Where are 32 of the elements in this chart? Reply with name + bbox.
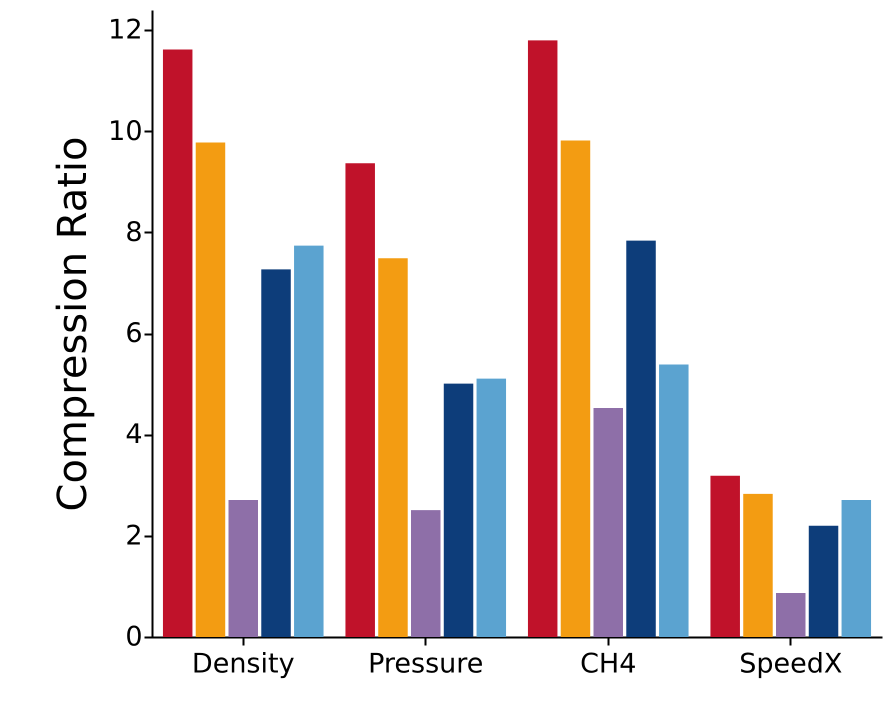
- bar: [560, 140, 590, 637]
- bar: [444, 384, 474, 637]
- x-tick-label: SpeedX: [739, 648, 842, 680]
- bar: [808, 526, 838, 637]
- y-tick-label: 4: [125, 419, 142, 450]
- y-tick-label: 8: [125, 216, 142, 248]
- bar: [776, 593, 806, 637]
- bar: [626, 240, 656, 637]
- y-tick-label: 6: [125, 318, 142, 350]
- x-tick-label: Density: [192, 648, 295, 680]
- bar: [659, 364, 689, 637]
- bar: [594, 408, 623, 637]
- bar: [476, 378, 506, 637]
- bar: [294, 246, 324, 637]
- bar: [842, 500, 872, 637]
- bar: [162, 49, 192, 637]
- y-tick-label: 10: [108, 116, 142, 147]
- bar: [228, 500, 258, 637]
- x-tick-label: CH4: [580, 648, 636, 680]
- bar: [378, 258, 408, 637]
- bar: [710, 476, 740, 637]
- x-tick-label: Pressure: [368, 648, 484, 680]
- bar: [528, 40, 558, 637]
- bar: [345, 163, 375, 637]
- bar: [261, 269, 291, 637]
- y-axis-title: Compression Ratio: [50, 136, 96, 512]
- y-tick-label: 12: [108, 14, 142, 46]
- y-tick-label: 2: [125, 520, 142, 552]
- bar: [743, 494, 773, 637]
- y-tick-label: 0: [125, 622, 142, 652]
- bar: [196, 142, 226, 637]
- bar: [411, 510, 440, 637]
